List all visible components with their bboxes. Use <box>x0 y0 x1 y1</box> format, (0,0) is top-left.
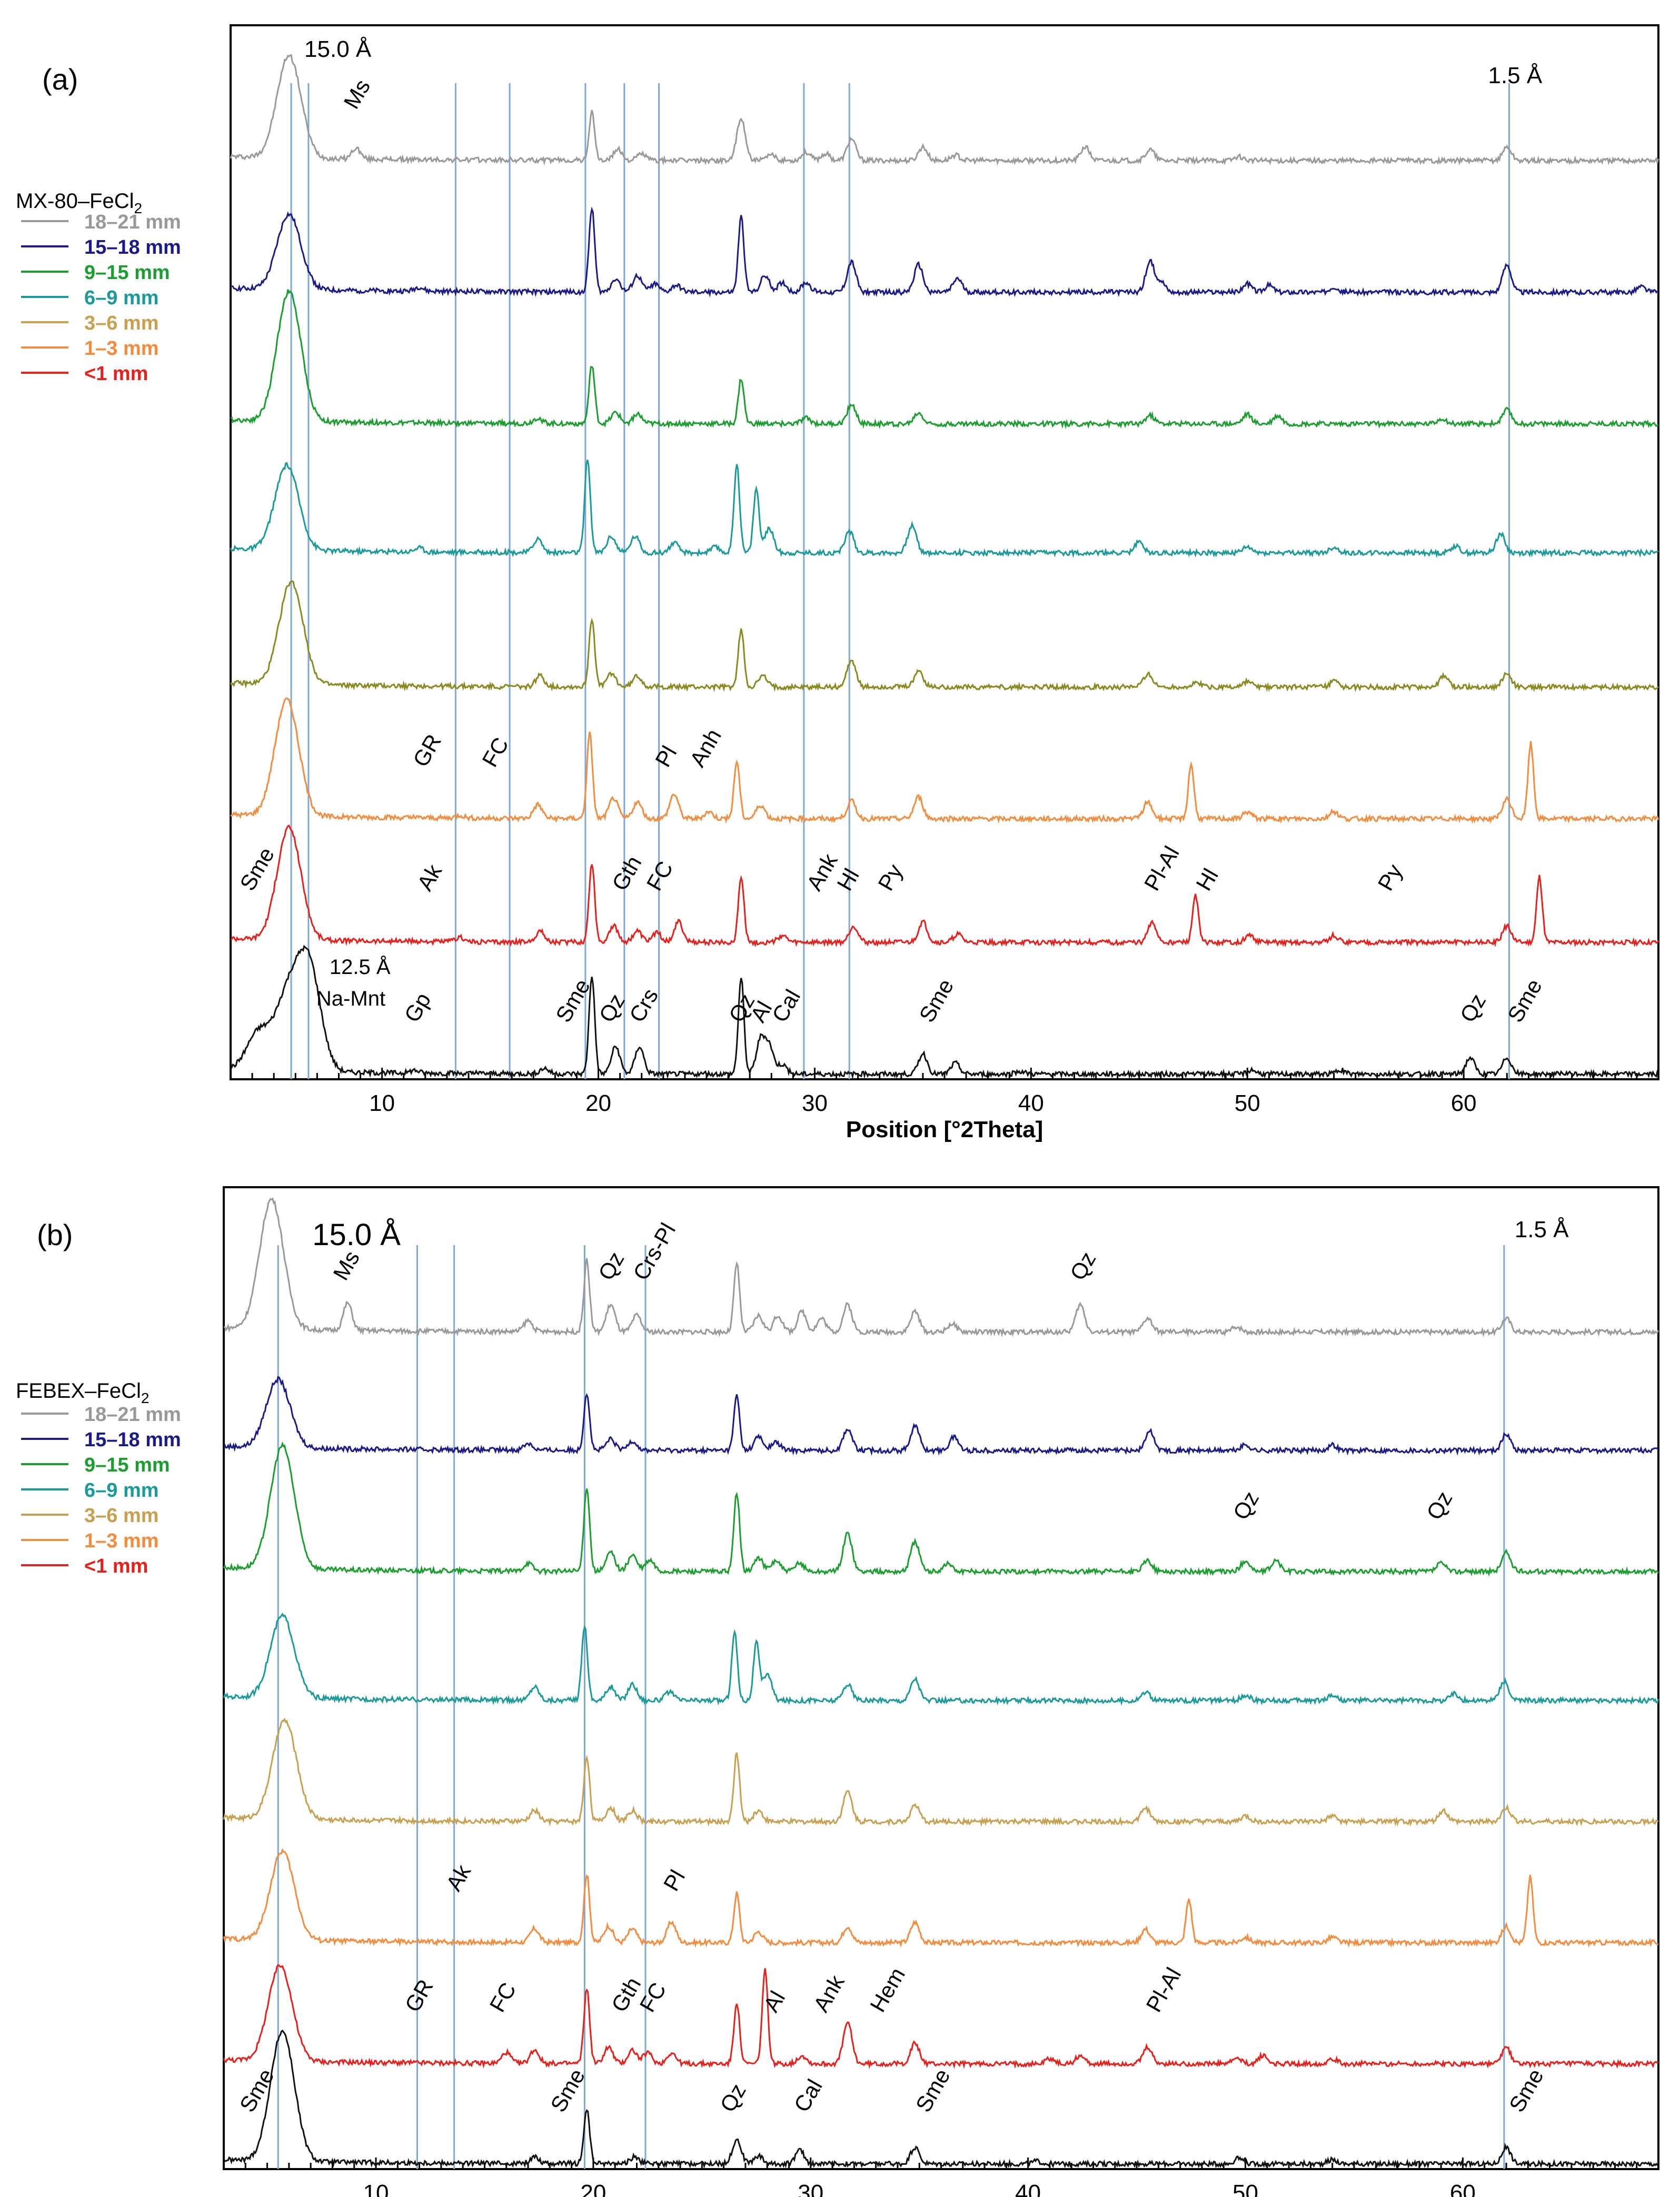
legend-label: 1–3 mm <box>84 337 159 360</box>
d-spacing-label: 15.0 Å <box>312 1218 401 1252</box>
xrd-pattern-series-3 <box>223 1612 1659 1706</box>
x-tick-label: 20 <box>585 1090 611 1116</box>
xrd-pattern-series-0 <box>230 54 1659 166</box>
legend-label: 18–21 mm <box>84 211 181 233</box>
x-tick-label: 40 <box>1018 1090 1044 1116</box>
xrd-pattern-series-5 <box>223 1848 1659 1948</box>
sample-title-main: MX-80–FeCl <box>16 190 134 213</box>
xrd-pattern-series-2 <box>230 289 1659 430</box>
legend-label: 1–3 mm <box>84 1530 159 1552</box>
sample-title-subscript: 2 <box>141 1390 150 1406</box>
x-axis: 10 20 30 40 50 60 Position [°2Theta] <box>230 1068 1659 1142</box>
x-tick-label: 60 <box>1450 2180 1476 2197</box>
legend-label: 15–18 mm <box>84 236 181 259</box>
xrd-pattern-series-7 <box>230 945 1659 1080</box>
legend-label: 18–21 mm <box>84 1404 181 1426</box>
panel-letter: (a) <box>42 63 78 96</box>
legend-label: <1 mm <box>84 363 148 385</box>
d-spacing-label: 15.0 Å <box>304 36 372 62</box>
legend-label: 6–9 mm <box>84 1479 159 1502</box>
xrd-pattern-series-0 <box>223 1197 1659 1338</box>
legend-label: 9–15 mm <box>84 1454 170 1476</box>
x-tick-label: 30 <box>802 1090 828 1116</box>
sample-title: MX-80–FeCl2 <box>16 190 142 216</box>
x-tick-label: 10 <box>363 2180 389 2197</box>
x-tick-label: 20 <box>580 2180 606 2197</box>
x-tick-label: 50 <box>1235 1090 1260 1116</box>
legend-label: 9–15 mm <box>84 262 170 284</box>
xrd-pattern-series-1 <box>230 206 1659 298</box>
x-tick-label: 10 <box>369 1090 395 1116</box>
x-tick-label: 40 <box>1015 2180 1041 2197</box>
d-spacing-label: 1.5 Å <box>1515 1217 1569 1242</box>
legend-label: <1 mm <box>84 1555 148 1577</box>
sample-title-main: FEBEX–FeCl <box>16 1379 141 1403</box>
sample-title: FEBEX–FeCl2 <box>16 1379 149 1406</box>
xrd-pattern-series-4 <box>230 580 1659 692</box>
panel-letter: (b) <box>37 1218 73 1251</box>
x-axis-label: Position [°2Theta] <box>846 1117 1043 1142</box>
d-spacing-label: 1.5 Å <box>1488 63 1542 88</box>
xrd-pattern-series-4 <box>223 1717 1659 1827</box>
xrd-pattern-series-5 <box>230 697 1659 824</box>
x-tick-label: 60 <box>1451 1090 1477 1116</box>
x-tick-label: 30 <box>798 2180 823 2197</box>
sample-title-subscript: 2 <box>134 200 143 216</box>
xrd-pattern-series-2 <box>223 1441 1659 1577</box>
legend-label: 6–9 mm <box>84 287 159 309</box>
xrd-pattern-series-6 <box>223 1964 1659 2070</box>
d-spacing-label: 12.5 Å <box>330 955 391 979</box>
xrd-pattern-series-1 <box>223 1376 1659 1456</box>
xrd-pattern-series-7 <box>223 2029 1659 2170</box>
d-spacing-label: Na-Mnt <box>316 987 385 1010</box>
legend-label: 15–18 mm <box>84 1429 181 1451</box>
x-tick-label: 50 <box>1232 2180 1258 2197</box>
xrd-pattern-series-6 <box>231 824 1659 948</box>
legend-label: 3–6 mm <box>84 1505 159 1527</box>
legend-label: 3–6 mm <box>84 312 159 334</box>
xrd-pattern-series-3 <box>230 460 1659 559</box>
